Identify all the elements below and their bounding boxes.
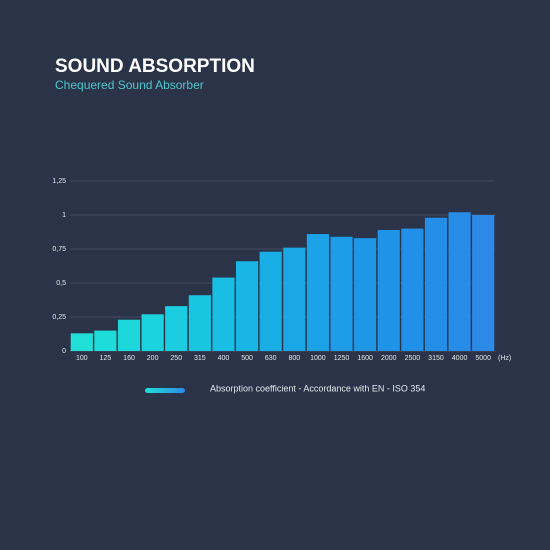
bar (117, 319, 141, 351)
bar (306, 234, 330, 351)
x-tick-label: 5000 (475, 355, 491, 362)
bar (401, 228, 424, 351)
y-tick-label: 0,25 (52, 314, 66, 321)
x-tick-label: 1250 (334, 355, 350, 362)
x-tick-label: 4000 (452, 355, 468, 362)
x-tick-label: 2000 (381, 355, 397, 362)
bar (212, 277, 235, 351)
legend-label: Absorption coefficient - Accordance with… (210, 383, 425, 393)
bar (70, 333, 93, 351)
x-tick-label: 630 (265, 355, 277, 362)
x-tick-label: 315 (194, 355, 206, 362)
x-tick-label: 500 (241, 355, 253, 362)
bar (283, 247, 306, 351)
x-tick-label: 3150 (428, 355, 444, 362)
bar (235, 261, 259, 351)
bar (330, 236, 353, 351)
x-tick-label: 400 (218, 355, 230, 362)
x-axis-label: (Hz) (498, 355, 511, 362)
chart-title: SOUND ABSORPTION (55, 56, 255, 77)
y-tick-label: 0 (62, 348, 66, 355)
y-tick-label: 1,25 (52, 178, 66, 185)
x-tick-label: 1600 (357, 355, 373, 362)
x-tick-label: 1000 (310, 355, 326, 362)
y-tick-label: 0,75 (52, 246, 66, 253)
bar (472, 215, 495, 351)
bar (165, 306, 188, 351)
x-tick-label: 125 (100, 355, 112, 362)
bar (188, 295, 211, 351)
x-tick-label: 200 (147, 355, 159, 362)
bar (259, 251, 282, 351)
y-tick-label: 1 (62, 212, 66, 219)
bar (424, 217, 448, 351)
bar (354, 238, 377, 351)
x-tick-label: 2500 (405, 355, 421, 362)
legend-swatch (145, 388, 185, 393)
x-tick-label: 100 (76, 355, 88, 362)
chart-subtitle: Chequered Sound Absorber (55, 78, 204, 92)
x-tick-label: 160 (123, 355, 135, 362)
bar (141, 314, 164, 351)
y-tick-label: 0,5 (56, 280, 66, 287)
bar (94, 330, 117, 351)
x-tick-label: 800 (288, 355, 300, 362)
x-tick-label: 250 (170, 355, 182, 362)
bar (448, 212, 471, 351)
bar (377, 229, 400, 351)
